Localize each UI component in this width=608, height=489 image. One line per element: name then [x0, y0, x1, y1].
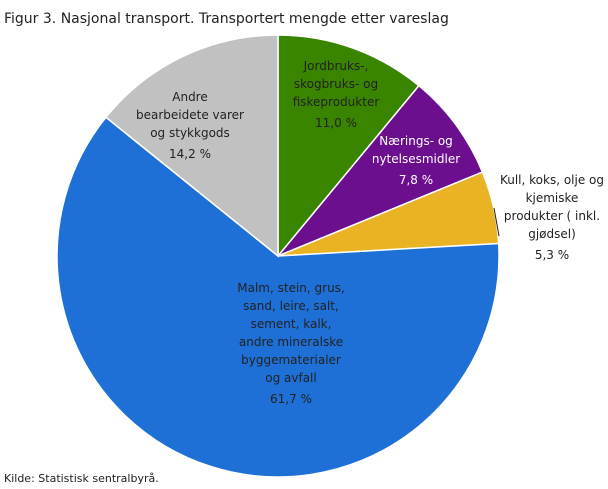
leader-line — [493, 207, 500, 237]
pie-slice — [277, 84, 484, 257]
pie-slice — [56, 116, 500, 478]
slice-label: Kull, koks, olje og kjemiske produkter ( i… — [500, 173, 604, 241]
value-label: 7,8 % — [399, 173, 433, 187]
value-label: 14,2 % — [169, 147, 211, 161]
value-label: 5,3 % — [535, 248, 569, 262]
slice-label: Jordbruks-, skogbruks- og fiskeprodukter — [293, 59, 380, 109]
slice-label: Malm, stein, grus, sand, leire, salt, seme… — [237, 281, 345, 385]
slice-label: Nærings- og nytelsesmidler — [372, 134, 460, 166]
chart-title: Figur 3. Nasjonal transport. Transporter… — [4, 11, 449, 27]
source: Kilde: Statistisk sentralbyrå. — [4, 472, 159, 485]
pie-slice — [277, 34, 420, 259]
pie-slice — [104, 34, 279, 258]
value-label: 61,7 % — [270, 392, 312, 406]
value-label: 11,0 % — [315, 116, 357, 130]
slice-label: Andre bearbeidete varer og stykkgods — [136, 90, 244, 140]
